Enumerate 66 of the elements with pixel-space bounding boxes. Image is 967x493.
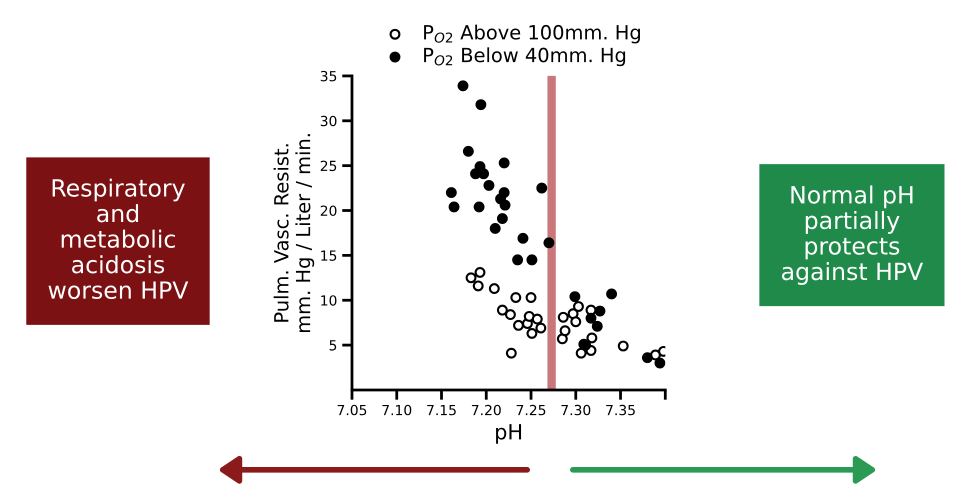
y-tick-label: 30 — [320, 116, 336, 126]
point — [475, 99, 486, 110]
point — [526, 292, 536, 303]
point — [560, 325, 570, 336]
point — [498, 158, 510, 168]
point — [532, 314, 543, 325]
y-tick-label: 10 — [321, 295, 336, 306]
point — [586, 312, 596, 324]
point — [512, 254, 524, 266]
x-tick-label: 7.20 — [472, 404, 501, 416]
point — [535, 322, 546, 334]
y-tick-label: 5 — [330, 340, 336, 351]
point — [654, 358, 666, 368]
point — [642, 352, 653, 364]
point — [488, 283, 500, 294]
point — [526, 254, 538, 266]
point — [592, 320, 603, 332]
point — [496, 304, 508, 316]
point — [524, 310, 535, 322]
point — [569, 291, 580, 302]
point — [484, 180, 494, 191]
point — [506, 348, 517, 359]
text: Respiratory and metabolic acidosis worsen HPV — [48, 178, 188, 300]
point — [618, 340, 629, 352]
point — [446, 187, 457, 198]
x-tick-label: 7.05 — [338, 404, 366, 416]
point — [490, 223, 501, 234]
text: Normal pH partially protects against HPV — [782, 185, 924, 285]
x-tick-label: 7.25 — [516, 404, 546, 416]
point — [496, 213, 508, 224]
point — [504, 309, 516, 320]
point — [448, 201, 460, 212]
point — [586, 332, 598, 344]
point — [466, 272, 476, 284]
point — [458, 80, 468, 92]
y-tick-label: 25 — [320, 160, 336, 172]
legend-label: P$_{O2}$ Above 100mm. Hg — [424, 24, 640, 44]
point — [500, 200, 510, 211]
x-axis-title: pH — [496, 424, 522, 444]
point — [510, 292, 522, 303]
point — [474, 201, 485, 212]
point — [556, 333, 568, 344]
point — [478, 168, 490, 180]
point — [576, 348, 587, 359]
point — [573, 301, 584, 312]
point — [462, 146, 474, 157]
point — [536, 182, 548, 194]
x-tick-label: 7.35 — [606, 404, 635, 416]
point — [472, 280, 484, 292]
point — [518, 232, 528, 244]
y-axis-title: Pulm. Vasc. Resist. mm. Hg / Liter / min. — [274, 134, 314, 332]
point — [558, 312, 569, 323]
point — [594, 306, 606, 316]
y-tick-label: 15 — [321, 250, 336, 261]
point — [526, 328, 538, 339]
x-tick-label: 7.30 — [561, 404, 590, 416]
x-tick-label: 7.10 — [382, 404, 412, 416]
point — [570, 316, 582, 328]
x-tick-label: 7.15 — [427, 404, 456, 416]
point — [543, 237, 554, 248]
point — [513, 320, 524, 331]
legend-label: P$_{O2}$ Below 40mm. Hg — [424, 47, 626, 66]
y-tick-label: 35 — [320, 70, 336, 82]
y-tick-label: 20 — [320, 205, 336, 216]
point — [606, 288, 618, 300]
point — [474, 266, 486, 278]
